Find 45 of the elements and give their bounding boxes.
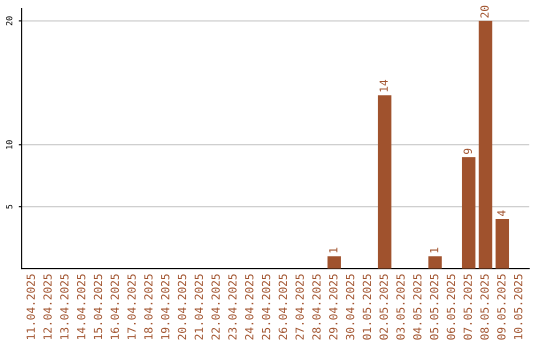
x-tick-label: 23.04.2025 (228, 274, 237, 340)
x-tick-label: 22.04.2025 (211, 274, 220, 340)
x-tick-label: 25.04.2025 (262, 274, 270, 340)
bar (462, 157, 476, 269)
x-tick-label: 20.04.2025 (178, 274, 186, 340)
x-tick-label: 16.04.2025 (110, 274, 119, 340)
x-tick-label: 19.04.2025 (160, 274, 170, 340)
x-tick-label: 14.04.2025 (76, 274, 86, 340)
x-tick-label: 07.05.2025 (464, 274, 472, 340)
bar (478, 20, 492, 269)
x-tick-label: 01.05.2025 (362, 274, 372, 340)
data-label: 1 (329, 248, 338, 252)
bar (428, 256, 442, 269)
x-tick-label: 26.04.2025 (278, 274, 288, 340)
x-tick-label: 28.04.2025 (312, 274, 321, 340)
x-tick-label: 18.04.2025 (144, 274, 153, 340)
x-tick-label: 21.04.2025 (194, 274, 204, 340)
x-tick-label: 09.05.2025 (497, 274, 506, 340)
y-tick-label: 20 (6, 16, 12, 26)
x-tick-label: 13.04.2025 (60, 274, 69, 340)
data-label: 14 (380, 80, 388, 92)
x-tick-label: 08.05.2025 (480, 274, 489, 340)
x-tick-label: 29.04.2025 (329, 274, 338, 340)
x-tick-label: 27.04.2025 (295, 274, 304, 340)
y-tick-label: 10 (6, 140, 12, 149)
data-label: 9 (464, 148, 472, 154)
x-tick-label: 24.04.2025 (245, 274, 254, 340)
bar (328, 256, 341, 269)
bar (378, 95, 392, 269)
data-label: 4 (497, 210, 506, 216)
bar (496, 219, 510, 269)
x-tick-label: 12.04.2025 (43, 274, 52, 340)
x-tick-label: 04.05.2025 (413, 274, 422, 340)
x-tick-label: 30.04.2025 (346, 274, 354, 340)
x-tick-label: 11.04.2025 (26, 274, 35, 340)
x-tick-label: 06.05.2025 (446, 274, 456, 340)
y-tick-label: 5 (6, 204, 12, 209)
data-label: 20 (480, 6, 489, 18)
x-tick-label: 10.05.2025 (514, 274, 522, 340)
data-label: 1 (430, 248, 438, 252)
x-tick-label: 15.04.2025 (94, 274, 102, 340)
x-tick-label: 02.05.2025 (380, 274, 388, 340)
x-tick-label: 05.05.2025 (430, 274, 438, 340)
x-tick-label: 03.05.2025 (396, 274, 405, 340)
x-tick-label: 17.04.2025 (127, 274, 136, 340)
